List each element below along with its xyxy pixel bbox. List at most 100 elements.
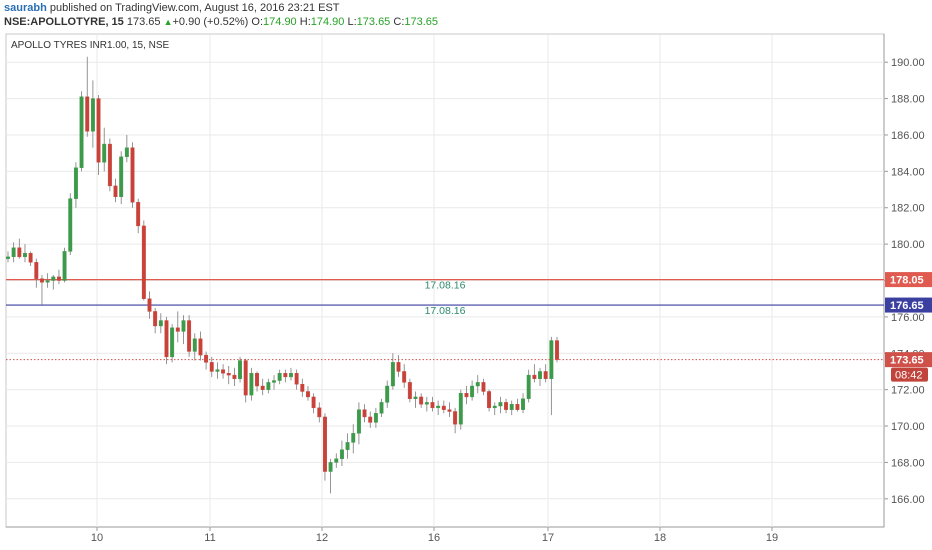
candle-body — [458, 393, 463, 425]
open-label: O: — [251, 16, 264, 28]
candle-body — [294, 373, 299, 385]
candle-body — [192, 338, 197, 352]
countdown-tag — [891, 367, 928, 382]
candle-body — [124, 147, 129, 157]
high-label: H: — [299, 16, 311, 28]
candle-body — [328, 462, 333, 472]
horizontal-levels: 17.08.16 178.05 17.08.16 176.65 — [6, 272, 932, 317]
candle-body — [475, 382, 480, 387]
open-value: 174.90 — [263, 16, 297, 28]
candle-body — [34, 262, 39, 279]
candle-body — [311, 396, 316, 409]
candle-body — [424, 402, 429, 405]
candle-body — [362, 409, 367, 418]
candle-body — [232, 374, 237, 379]
candle-body — [504, 402, 509, 410]
candle-body — [130, 147, 135, 203]
level-note: 17.08.16 — [425, 305, 466, 317]
candle-body — [396, 362, 401, 372]
published-text: published on TradingView.com, August 16,… — [49, 2, 340, 14]
close-value: 173.65 — [404, 16, 439, 28]
up-arrow-icon: ▲ — [163, 17, 173, 27]
level-price-tag — [885, 272, 932, 288]
candle-body — [351, 433, 356, 443]
candle-body — [260, 385, 265, 390]
candle-body — [555, 340, 559, 360]
candle-body — [339, 449, 344, 459]
candle-body — [96, 98, 101, 163]
last-price-marker: 173.65 08:42 — [6, 352, 932, 382]
candle-body — [385, 385, 390, 403]
candle-body — [56, 276, 61, 281]
y-tick-label: 168.00 — [891, 457, 925, 469]
candle-body — [289, 373, 293, 378]
candle-body — [23, 253, 27, 258]
candle-body — [62, 251, 67, 281]
candle-body — [68, 198, 73, 252]
candle-body — [419, 396, 424, 405]
publisher-username[interactable]: saurabh — [4, 2, 47, 14]
candle-body — [215, 369, 220, 372]
candle-body — [136, 202, 141, 227]
candle-body — [277, 373, 282, 381]
candle-body — [373, 413, 378, 423]
candle-body — [6, 256, 10, 259]
candle-body — [164, 320, 169, 358]
candle-body — [521, 398, 525, 410]
candle-body — [430, 402, 435, 409]
chart-title: APOLLO TYRES INR1.00, 15, NSE — [11, 40, 170, 51]
x-tick-label: 19 — [766, 532, 778, 544]
candle-body — [204, 354, 209, 363]
level-price-label: 178.05 — [890, 275, 924, 287]
candle-body — [390, 362, 395, 387]
level-note: 17.08.16 — [425, 280, 466, 292]
candle-body — [317, 407, 322, 418]
candle-body — [17, 247, 22, 258]
high-value: 174.90 — [310, 16, 345, 28]
candle-body — [266, 382, 271, 390]
candle-body — [181, 320, 186, 332]
chart-header: saurabh published on TradingView.com, Au… — [0, 0, 932, 34]
y-tick-label: 172.00 — [891, 385, 925, 397]
candle-body — [147, 298, 152, 312]
candle-body — [11, 247, 16, 258]
symbol-name: NSE:APOLLOTYRE, 15 — [4, 16, 124, 28]
candle-body — [79, 96, 84, 168]
last-price-label: 173.65 — [890, 355, 924, 367]
candle-body — [107, 143, 112, 187]
candle-body — [187, 320, 192, 352]
y-tick-label: 188.00 — [891, 94, 925, 106]
candle-body — [470, 385, 475, 398]
candle-body — [345, 442, 350, 450]
low-value: 173.65 — [356, 16, 391, 28]
candle-body — [487, 391, 492, 409]
candle-body — [255, 373, 259, 387]
gridlines — [6, 34, 884, 527]
last-price: 173.65 — [126, 16, 161, 28]
candle-body — [322, 416, 327, 472]
candle-body — [238, 360, 243, 379]
candle-body — [306, 391, 310, 398]
candle-body — [441, 405, 446, 410]
x-tick-label: 17 — [542, 532, 554, 544]
candle-body — [90, 98, 95, 132]
candle-body — [300, 383, 305, 392]
candle-body — [538, 371, 542, 379]
price-change: +0.90 (+0.52%) — [172, 16, 249, 28]
candle-body — [73, 167, 78, 199]
candle-body — [141, 225, 146, 299]
symbol-info: NSE:APOLLOTYRE, 15 173.65 ▲+0.90 (+0.52%… — [4, 16, 438, 28]
candle-body — [543, 371, 548, 379]
publish-info: saurabh published on TradingView.com, Au… — [4, 2, 340, 14]
candle-body — [119, 156, 124, 198]
candle-body — [447, 409, 452, 412]
candle-body — [175, 327, 180, 332]
candle-body — [453, 411, 458, 425]
candle-body — [481, 382, 486, 392]
candle-body — [532, 374, 537, 379]
candle-body — [436, 405, 441, 409]
candle-body — [170, 327, 175, 358]
candle-body — [102, 143, 107, 163]
candle-body — [526, 374, 531, 399]
